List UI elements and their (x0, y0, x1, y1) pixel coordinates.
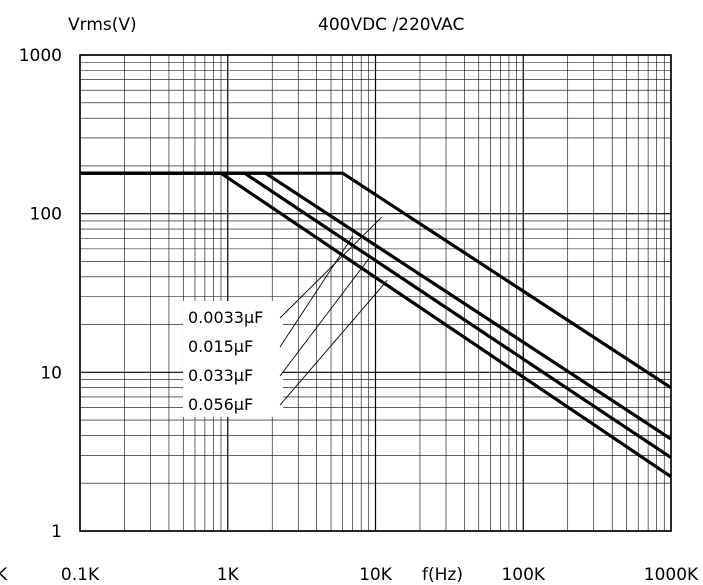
legend-leader-line (279, 236, 353, 348)
curves (80, 171, 672, 479)
legend: 0.0033μF 0.015μF 0.033μF 0.056μF (183, 216, 388, 417)
legend-leader-line (279, 280, 388, 406)
chart-title: 400VDC /220VAC (318, 15, 464, 35)
x-tick-label: 1000K (644, 565, 699, 585)
x-tick-label: 1K (217, 565, 240, 585)
x-tick-label: 10K (359, 565, 393, 585)
y-tick-label: 100 (30, 205, 62, 225)
y-axis-label: Vrms(V) (68, 15, 137, 35)
y-tick-label: 10 (40, 363, 62, 383)
legend-entry: 0.0033μF (188, 308, 263, 327)
legend-entry: 0.015μF (188, 337, 253, 356)
x-axis-label: f(Hz) (422, 565, 463, 585)
legend-background (183, 301, 283, 417)
legend-entry: 0.033μF (188, 366, 253, 385)
series-line-4 (80, 171, 672, 479)
legend-entry: 0.056μF (188, 395, 253, 414)
y-tick-label: 1000 (19, 46, 62, 66)
partial-left-label: K (0, 565, 8, 585)
plot-frame (79, 54, 672, 532)
legend-leader-line (279, 258, 370, 377)
y-tick-label: 1 (51, 522, 62, 542)
grid (79, 54, 672, 532)
x-tick-label: 0.1K (61, 565, 100, 585)
tick-labels: 0.1K 1K 10K 100K 1000K 1 10 100 1000 (19, 46, 699, 585)
legend-leader-line (279, 216, 382, 319)
x-tick-label: 100K (501, 565, 545, 585)
